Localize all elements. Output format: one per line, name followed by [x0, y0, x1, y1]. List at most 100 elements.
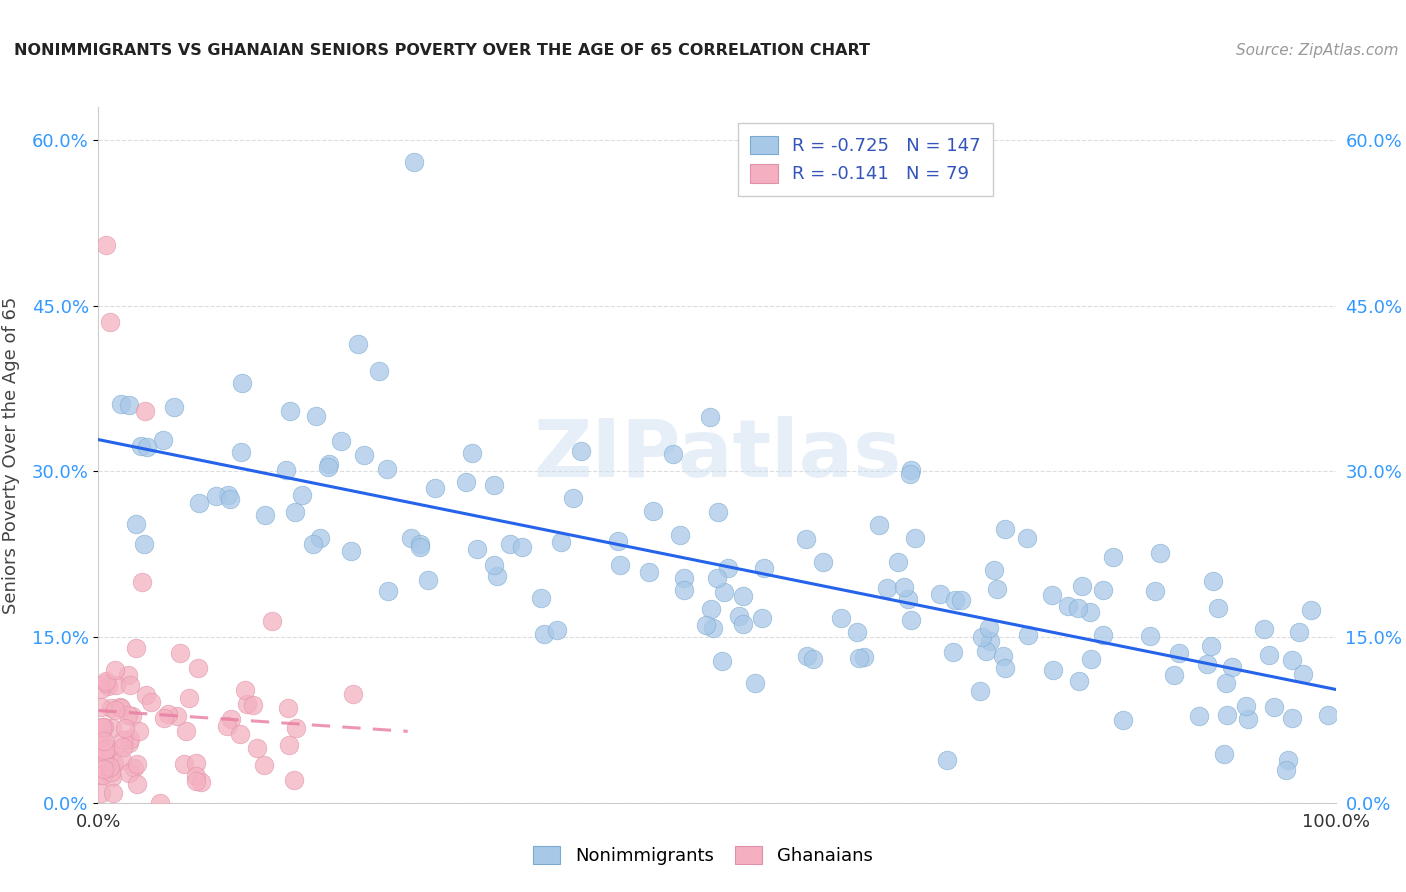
Point [900, 463, 922, 477]
Point [848, 651, 870, 665]
Point [90, 731, 112, 745]
Point [1042, 589, 1064, 603]
Point [188, 496, 211, 510]
Point [728, 609, 751, 624]
Point [97, 741, 120, 756]
Point [662, 447, 685, 461]
Point [318, 458, 340, 472]
Point [731, 589, 754, 603]
Point [482, 558, 505, 572]
Point [134, 403, 156, 417]
Point [794, 532, 817, 546]
Text: NONIMMIGRANTS VS GHANAIAN SENIORS POVERTY OVER THE AGE OF 65 CORRELATION CHART: NONIMMIGRANTS VS GHANAIAN SENIORS POVERT… [14, 43, 870, 58]
Point [105, 678, 128, 692]
Point [482, 478, 505, 492]
Point [110, 699, 132, 714]
Point [672, 571, 695, 585]
Point [246, 741, 269, 756]
Point [91, 768, 114, 782]
Point [416, 573, 439, 587]
Point [699, 410, 721, 425]
Point [120, 678, 142, 692]
Point [943, 593, 966, 607]
Point [1091, 628, 1114, 642]
Point [1257, 648, 1279, 662]
Point [409, 540, 432, 554]
Point [1197, 657, 1219, 671]
Point [706, 571, 728, 585]
Point [1078, 606, 1101, 620]
Point [1236, 712, 1258, 726]
Y-axis label: Seniors Poverty Over the Age of 65: Seniors Poverty Over the Age of 65 [3, 296, 21, 614]
Point [342, 688, 364, 702]
Point [90, 768, 112, 782]
Point [329, 434, 352, 449]
Point [1216, 707, 1239, 722]
Point [853, 649, 876, 664]
Point [316, 460, 339, 475]
Point [1112, 714, 1135, 728]
Point [100, 770, 122, 784]
Point [1015, 531, 1038, 545]
Point [1069, 673, 1091, 688]
Point [986, 582, 1008, 597]
Point [110, 397, 132, 411]
Point [423, 481, 446, 495]
Point [120, 732, 142, 747]
Point [122, 760, 145, 774]
Point [1202, 574, 1225, 588]
Point [111, 733, 134, 747]
Point [530, 591, 553, 605]
Point [846, 625, 869, 640]
Point [283, 772, 305, 787]
Point [284, 505, 307, 519]
Point [1220, 659, 1243, 673]
Point [710, 654, 733, 668]
Point [217, 488, 239, 502]
Point [309, 531, 332, 545]
Point [887, 555, 910, 569]
Point [498, 537, 520, 551]
Point [110, 752, 132, 766]
Point [152, 434, 174, 448]
Point [994, 522, 1017, 536]
Point [339, 544, 361, 558]
Point [1188, 709, 1211, 723]
Point [402, 155, 425, 169]
Point [942, 645, 965, 659]
Text: ZIPatlas: ZIPatlas [533, 416, 901, 494]
Point [215, 719, 238, 733]
Point [974, 644, 997, 658]
Legend: Nonimmigrants, Ghanaians: Nonimmigrants, Ghanaians [524, 837, 882, 874]
Point [375, 461, 398, 475]
Point [98, 315, 121, 329]
Point [118, 398, 141, 412]
Point [129, 439, 152, 453]
Point [117, 667, 139, 681]
Point [190, 774, 212, 789]
Point [970, 631, 993, 645]
Point [103, 756, 125, 771]
Point [486, 569, 509, 583]
Point [93, 720, 115, 734]
Point [409, 537, 432, 551]
Point [169, 646, 191, 660]
Point [900, 613, 922, 627]
Point [796, 649, 818, 664]
Point [1213, 747, 1236, 762]
Point [1057, 599, 1080, 613]
Point [149, 796, 172, 810]
Point [93, 762, 115, 776]
Point [253, 757, 276, 772]
Point [751, 611, 773, 625]
Point [1149, 546, 1171, 560]
Point [1163, 668, 1185, 682]
Point [1206, 601, 1229, 615]
Point [91, 720, 114, 734]
Point [641, 504, 664, 518]
Point [305, 409, 328, 423]
Point [969, 683, 991, 698]
Point [174, 724, 197, 739]
Point [550, 535, 572, 549]
Point [117, 707, 139, 722]
